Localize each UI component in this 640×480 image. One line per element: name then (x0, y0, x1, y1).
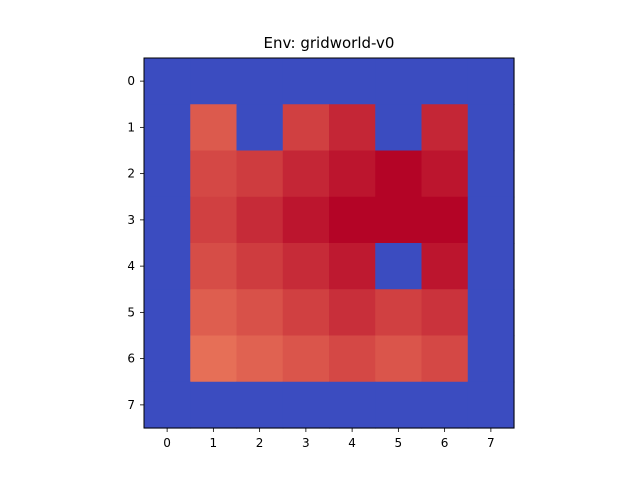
heatmap-cell-r1-c4 (329, 104, 376, 152)
heatmap-cell-r0-c0 (144, 58, 191, 105)
y-tick-label-4: 4 (127, 259, 135, 273)
heatmap-cell-r6-c6 (421, 335, 469, 383)
heatmap-cell-r7-c5 (375, 381, 423, 429)
axes-frame (143, 57, 515, 429)
heatmap-cell-r7-c3 (282, 381, 330, 429)
heatmap-cell-r2-c6 (421, 150, 469, 198)
y-tick-label-3: 3 (127, 213, 135, 227)
x-tick-label-5: 5 (395, 436, 403, 450)
heatmap-cell-r7-c0 (144, 381, 191, 429)
y-tick-label-6: 6 (127, 352, 135, 366)
heatmap-cell-r5-c4 (329, 289, 376, 337)
heatmap-cell-r4-c1 (190, 243, 238, 290)
heatmap-cell-r5-c0 (144, 289, 191, 337)
heatmap-cell-r2-c5 (375, 150, 423, 198)
heatmap-cell-r6-c2 (236, 335, 284, 383)
x-axis: 0 1 2 3 4 5 6 7 (163, 428, 495, 450)
heatmap-cell-r5-c3 (282, 289, 330, 337)
x-tick-label-0: 0 (163, 436, 171, 450)
heatmap-cell-r6-c4 (329, 335, 376, 383)
heatmap-cell-r3-c5 (375, 196, 423, 244)
heatmap-cell-r1-c1 (190, 104, 238, 152)
heatmap-cell-r4-c0 (144, 243, 191, 290)
heatmap-cell-r0-c4 (329, 58, 376, 105)
x-tick-label-1: 1 (210, 436, 218, 450)
heatmap-cells (144, 58, 515, 429)
heatmap-cell-r7-c6 (421, 381, 469, 429)
heatmap-cell-r4-c6 (421, 243, 469, 290)
heatmap-cell-r0-c3 (282, 58, 330, 105)
heatmap-cell-r7-c2 (236, 381, 284, 429)
x-tick-label-4: 4 (348, 436, 356, 450)
heatmap-cell-r1-c3 (282, 104, 330, 152)
heatmap-cell-r0-c2 (236, 58, 284, 105)
heatmap-cell-r5-c2 (236, 289, 284, 337)
heatmap-cell-r0-c1 (190, 58, 238, 105)
heatmap-cell-r4-c2 (236, 243, 284, 290)
heatmap-cell-r7-c7 (467, 381, 515, 429)
heatmap-cell-r5-c1 (190, 289, 238, 337)
heatmap-cell-r5-c5 (375, 289, 423, 337)
y-axis: 0 1 2 3 4 5 6 7 (127, 74, 144, 412)
heatmap-cell-r4-c3 (282, 243, 330, 290)
y-tick-label-0: 0 (127, 74, 135, 88)
heatmap-cell-r2-c1 (190, 150, 238, 198)
heatmap-cell-r4-c4 (329, 243, 376, 290)
heatmap-cell-r3-c6 (421, 196, 469, 244)
heatmap-cell-r5-c7 (467, 289, 515, 337)
heatmap-cell-r0-c5 (375, 58, 423, 105)
heatmap-cell-r5-c6 (421, 289, 469, 337)
heatmap-cell-r6-c5 (375, 335, 423, 383)
heatmap-cell-r2-c4 (329, 150, 376, 198)
x-tick-label-7: 7 (487, 436, 495, 450)
heatmap-cell-r3-c3 (282, 196, 330, 244)
x-tick-label-6: 6 (441, 436, 449, 450)
y-tick-label-7: 7 (127, 398, 135, 412)
heatmap-cell-r1-c0 (144, 104, 191, 152)
heatmap-cell-r7-c1 (190, 381, 238, 429)
y-tick-label-5: 5 (127, 305, 135, 319)
heatmap-cell-r3-c4 (329, 196, 376, 244)
heatmap-cell-r7-c4 (329, 381, 376, 429)
heatmap-cell-r3-c1 (190, 196, 238, 244)
heatmap-cell-r6-c1 (190, 335, 238, 383)
heatmap-cell-r6-c0 (144, 335, 191, 383)
heatmap-cell-r2-c7 (467, 150, 515, 198)
heatmap-cell-r1-c5 (375, 104, 423, 152)
heatmap-cell-r0-c7 (467, 58, 515, 105)
heatmap-cell-r6-c3 (282, 335, 330, 383)
heatmap-cell-r2-c3 (282, 150, 330, 198)
x-tick-label-2: 2 (256, 436, 264, 450)
heatmap-cell-r6-c7 (467, 335, 515, 383)
y-tick-label-2: 2 (127, 167, 135, 181)
heatmap-cell-r3-c7 (467, 196, 515, 244)
heatmap-cell-r2-c0 (144, 150, 191, 198)
y-tick-label-1: 1 (127, 120, 135, 134)
heatmap-cell-r4-c5 (375, 243, 423, 290)
chart-title: Env: gridworld-v0 (264, 34, 395, 52)
heatmap-cell-r1-c6 (421, 104, 469, 152)
heatmap-cell-r3-c2 (236, 196, 284, 244)
heatmap-cell-r3-c0 (144, 196, 191, 244)
x-tick-label-3: 3 (302, 436, 310, 450)
heatmap-cell-r2-c2 (236, 150, 284, 198)
heatmap-cell-r1-c7 (467, 104, 515, 152)
heatmap-cell-r4-c7 (467, 243, 515, 290)
heatmap-cell-r1-c2 (236, 104, 284, 152)
heatmap-cell-r0-c6 (421, 58, 469, 105)
